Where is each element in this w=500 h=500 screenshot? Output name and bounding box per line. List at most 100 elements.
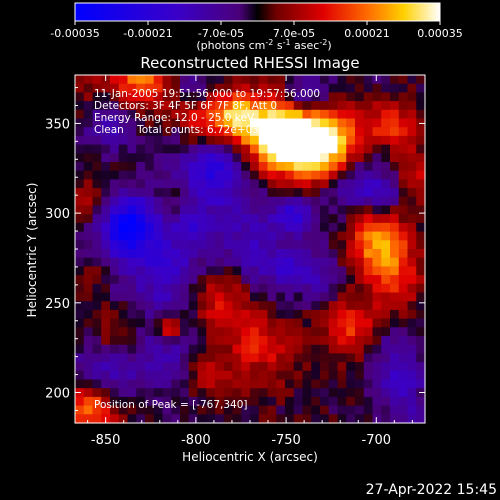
heatmap-cell — [241, 396, 251, 407]
heatmap-cell — [162, 240, 172, 250]
heatmap-cell — [136, 336, 146, 346]
colorbar: -0.00035 -0.00021 -7.0e-05 7.0e-05 0.00021 0.… — [50, 2, 463, 52]
heatmap-cell — [215, 344, 225, 354]
heatmap-cell — [328, 379, 339, 389]
heatmap-cell — [276, 396, 286, 407]
heatmap-cell — [136, 231, 146, 241]
heatmap-cell — [355, 396, 365, 407]
heatmap-cell — [75, 275, 85, 285]
heatmap-cell — [311, 118, 321, 128]
heatmap-cell — [188, 275, 199, 285]
heatmap-cell — [293, 205, 304, 215]
heatmap-cell — [206, 109, 216, 120]
heatmap-cell — [250, 327, 260, 337]
heatmap-cell — [311, 240, 321, 250]
heatmap-cell — [372, 231, 382, 241]
heatmap-cell — [258, 353, 269, 363]
heatmap-cell — [302, 362, 312, 372]
heatmap-cell — [267, 231, 277, 241]
heatmap-cell — [118, 240, 129, 250]
heatmap-cell — [136, 101, 146, 111]
heatmap-cell — [92, 275, 102, 285]
heatmap-cell — [267, 170, 277, 180]
heatmap-cell — [232, 249, 242, 259]
heatmap-cell — [162, 275, 172, 285]
heatmap-cell — [180, 388, 190, 398]
heatmap-cell — [250, 118, 260, 128]
heatmap-cell — [136, 92, 146, 102]
heatmap-cell — [346, 353, 356, 363]
heatmap-cell — [258, 370, 269, 381]
heatmap-cell — [206, 249, 216, 259]
heatmap-cell — [83, 336, 94, 346]
x-tick-label: -700 — [362, 433, 392, 448]
heatmap-cell — [110, 275, 120, 285]
heatmap-cell — [363, 118, 374, 128]
heatmap-cell — [363, 92, 374, 102]
heatmap-cell — [171, 249, 181, 259]
heatmap-cell — [171, 318, 181, 328]
heatmap-cell — [267, 414, 277, 424]
heatmap-cell — [381, 283, 391, 294]
heatmap-cell — [75, 318, 85, 328]
heatmap-cell — [276, 170, 286, 180]
heatmap-cell — [355, 414, 365, 424]
heatmap-cell — [188, 153, 199, 163]
heatmap-cell — [416, 257, 426, 267]
heatmap-cell — [276, 83, 286, 93]
heatmap-cell — [346, 370, 356, 381]
heatmap-cell — [127, 214, 137, 224]
heatmap-cell — [118, 309, 129, 320]
heatmap-cell — [398, 283, 409, 294]
heatmap-cell — [398, 362, 409, 372]
heatmap-cell — [276, 214, 286, 224]
heatmap-cell — [346, 283, 356, 294]
heatmap-cell — [302, 327, 312, 337]
heatmap-cell — [153, 336, 164, 346]
heatmap-cell — [92, 188, 102, 198]
heatmap-cell — [127, 75, 137, 85]
heatmap-cell — [241, 414, 251, 424]
heatmap-cell — [381, 353, 391, 363]
heatmap-cell — [83, 266, 94, 276]
heatmap-cell — [206, 283, 216, 294]
heatmap-cell — [83, 196, 94, 207]
heatmap-cell — [118, 135, 129, 146]
heatmap-cell — [215, 301, 225, 311]
heatmap-cell — [346, 275, 356, 285]
heatmap-cell — [118, 318, 129, 328]
heatmap-cell — [407, 362, 417, 372]
heatmap-cell — [241, 162, 251, 172]
heatmap-cell — [320, 196, 330, 207]
heatmap-cell — [355, 370, 365, 381]
heatmap-cell — [250, 101, 260, 111]
heatmap-cell — [127, 222, 137, 233]
heatmap-cell — [92, 179, 102, 189]
heatmap-cell — [302, 249, 312, 259]
heatmap-cell — [337, 396, 347, 407]
heatmap-cell — [101, 301, 111, 311]
heatmap-cell — [83, 283, 94, 294]
heatmap-cell — [162, 127, 172, 137]
heatmap-cell — [250, 283, 260, 294]
heatmap-cell — [223, 283, 234, 294]
heatmap-cell — [197, 275, 207, 285]
heatmap-cell — [276, 405, 286, 415]
heatmap-cell — [241, 301, 251, 311]
heatmap-cell — [302, 257, 312, 267]
heatmap-cell — [197, 205, 207, 215]
heatmap-cell — [311, 196, 321, 207]
heatmap-cell — [110, 370, 120, 381]
heatmap-cell — [241, 109, 251, 120]
heatmap-cell — [145, 179, 155, 189]
heatmap-cell — [267, 309, 277, 320]
heatmap-cell — [337, 405, 347, 415]
heatmap-cell — [197, 231, 207, 241]
heatmap-cell — [215, 362, 225, 372]
heatmap-cell — [101, 370, 111, 381]
heatmap-cell — [390, 301, 400, 311]
heatmap-cell — [250, 292, 260, 302]
heatmap-cell — [215, 309, 225, 320]
heatmap-cell — [75, 231, 85, 241]
heatmap-cell — [416, 336, 426, 346]
